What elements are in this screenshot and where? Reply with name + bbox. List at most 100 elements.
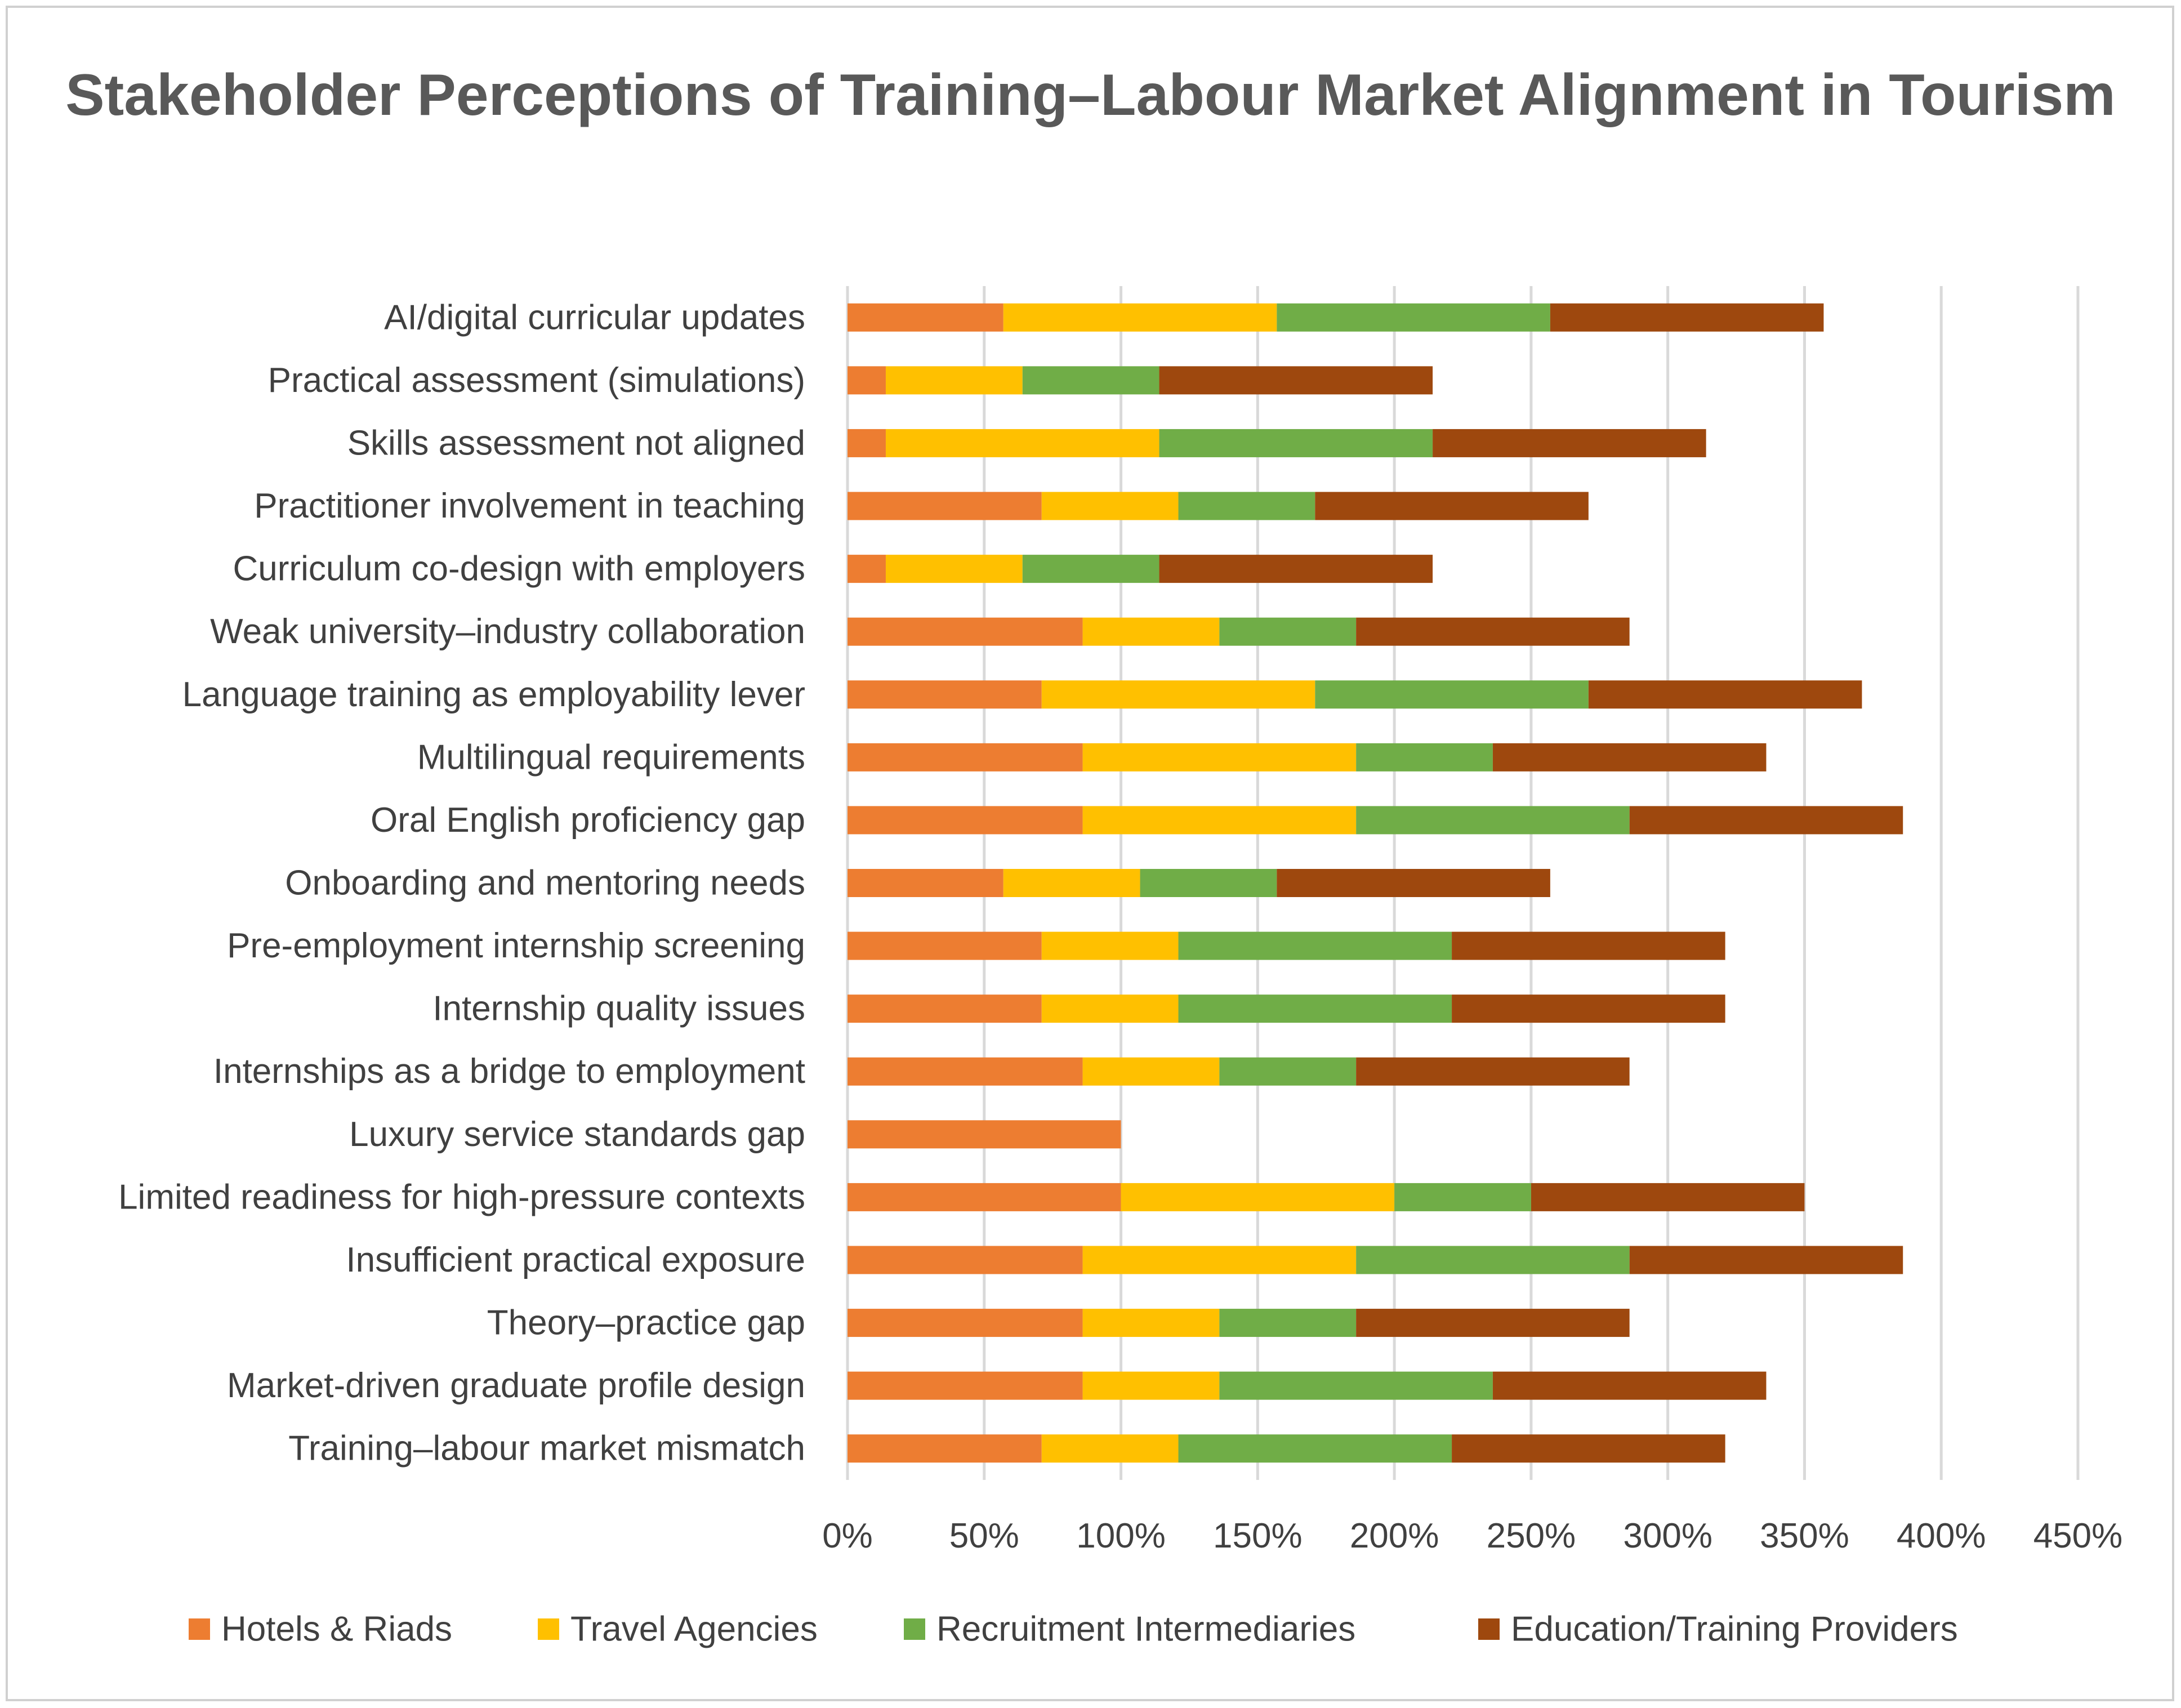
category-label: Oral English proficiency gap <box>371 801 805 840</box>
bar-segment-recruitment-intermediaries <box>1178 1434 1452 1463</box>
bar-segment-travel-agencies <box>1082 1371 1220 1400</box>
bar-segment-hotels-riads <box>848 680 1042 709</box>
bar-segment-hotels-riads <box>848 1120 1121 1149</box>
bar-segment-hotels-riads <box>848 617 1083 646</box>
bar-segment-education-training-providers <box>1356 1309 1630 1337</box>
legend-swatch-hotels-riads <box>189 1618 210 1640</box>
category-label: AI/digital curricular updates <box>384 298 805 337</box>
bar-segment-hotels-riads <box>848 1434 1042 1463</box>
bar-segment-travel-agencies <box>885 555 1023 583</box>
bar-segment-hotels-riads <box>848 492 1042 520</box>
x-tick-label: 0% <box>822 1517 873 1555</box>
bar-segment-hotels-riads <box>848 995 1042 1023</box>
bar-segment-travel-agencies <box>1082 617 1220 646</box>
x-tick-label: 400% <box>1897 1517 1986 1555</box>
bar-segment-travel-agencies <box>1082 743 1357 772</box>
category-label: Curriculum co-design with employers <box>233 550 805 588</box>
bar-segment-education-training-providers <box>1452 1434 1725 1463</box>
bar-segment-travel-agencies <box>1082 806 1357 835</box>
bar-segment-hotels-riads <box>848 555 886 583</box>
bar-segment-recruitment-intermediaries <box>1356 743 1493 772</box>
bar-segment-travel-agencies <box>1041 931 1179 960</box>
bar-segment-recruitment-intermediaries <box>1219 617 1357 646</box>
bar-segment-recruitment-intermediaries <box>1219 1057 1357 1086</box>
bar-segment-travel-agencies <box>885 366 1023 395</box>
bar-segment-education-training-providers <box>1159 555 1433 583</box>
bar-segment-travel-agencies <box>1003 303 1277 332</box>
x-tick-label: 150% <box>1213 1517 1303 1555</box>
x-tick-label: 450% <box>2033 1517 2123 1555</box>
bar-segment-travel-agencies <box>885 429 1159 457</box>
x-tick-label: 350% <box>1760 1517 1849 1555</box>
bar-segment-education-training-providers <box>1588 680 1862 709</box>
legend: Hotels & Riads Travel Agencies Recruitment… <box>189 1610 1958 1649</box>
bar-segment-hotels-riads <box>848 1309 1083 1337</box>
category-label: Pre-employment internship screening <box>227 926 805 965</box>
x-tick-label: 50% <box>949 1517 1019 1555</box>
bar-segment-recruitment-intermediaries <box>1315 680 1589 709</box>
category-label: Onboarding and mentoring needs <box>285 864 805 903</box>
bar-segment-travel-agencies <box>1082 1057 1220 1086</box>
bar-segment-hotels-riads <box>848 303 1003 332</box>
category-label: Insufficient practical exposure <box>346 1241 805 1279</box>
category-label: Internship quality issues <box>432 989 805 1028</box>
category-label: Internships as a bridge to employment <box>213 1052 805 1091</box>
legend-label: Education/Training Providers <box>1511 1610 1958 1649</box>
category-label: Skills assessment not aligned <box>347 423 805 462</box>
bar-segment-recruitment-intermediaries <box>1022 366 1159 395</box>
bar-segment-recruitment-intermediaries <box>1219 1309 1357 1337</box>
bar-segment-recruitment-intermediaries <box>1159 429 1433 457</box>
bar-segment-recruitment-intermediaries <box>1356 806 1630 835</box>
bar-segment-hotels-riads <box>848 1371 1083 1400</box>
bar-segment-hotels-riads <box>848 429 886 457</box>
bars <box>848 303 1903 1463</box>
category-label: Language training as employability lever <box>182 675 805 714</box>
x-tick-label: 100% <box>1076 1517 1166 1555</box>
category-label: Practical assessment (simulations) <box>268 361 805 400</box>
bar-segment-recruitment-intermediaries <box>1277 303 1550 332</box>
bar-segment-recruitment-intermediaries <box>1022 555 1159 583</box>
category-label: Weak university–industry collaboration <box>210 612 805 651</box>
x-axis-tick-labels: 0% 50% 100% 150% 200% 250% 300% 350% 400% 450% <box>822 1517 2122 1555</box>
category-label: Luxury service standards gap <box>349 1115 805 1154</box>
bar-segment-education-training-providers <box>1492 743 1767 772</box>
bar-segment-hotels-riads <box>848 869 1003 897</box>
bar-segment-recruitment-intermediaries <box>1178 931 1452 960</box>
chart-title: Stakeholder Perceptions of Training–Labo… <box>65 63 2116 128</box>
bar-segment-recruitment-intermediaries <box>1140 869 1277 897</box>
bar-segment-recruitment-intermediaries <box>1178 995 1452 1023</box>
x-tick-label: 200% <box>1350 1517 1439 1555</box>
category-label: Theory–practice gap <box>487 1304 805 1343</box>
bar-segment-recruitment-intermediaries <box>1394 1183 1531 1211</box>
bar-segment-hotels-riads <box>848 806 1083 835</box>
bar-segment-travel-agencies <box>1041 492 1179 520</box>
legend-swatch-travel-agencies <box>538 1618 559 1640</box>
category-label: Limited readiness for high-pressure cont… <box>118 1178 805 1216</box>
bar-segment-travel-agencies <box>1003 869 1140 897</box>
category-labels: AI/digital curricular updates Practical a… <box>118 298 805 1468</box>
x-tick-label: 250% <box>1487 1517 1576 1555</box>
bar-segment-education-training-providers <box>1315 492 1589 520</box>
bar-segment-travel-agencies <box>1082 1246 1357 1274</box>
bar-segment-travel-agencies <box>1121 1183 1395 1211</box>
legend-label: Hotels & Riads <box>221 1610 452 1649</box>
bar-segment-hotels-riads <box>848 931 1042 960</box>
bar-segment-education-training-providers <box>1356 1057 1630 1086</box>
bar-segment-hotels-riads <box>848 1246 1083 1274</box>
bar-segment-education-training-providers <box>1159 366 1433 395</box>
bar-segment-education-training-providers <box>1433 429 1706 457</box>
category-label: Market-driven graduate profile design <box>227 1366 805 1405</box>
bar-segment-travel-agencies <box>1041 680 1315 709</box>
bar-segment-education-training-providers <box>1452 931 1725 960</box>
bar-segment-travel-agencies <box>1041 995 1179 1023</box>
bar-segment-education-training-providers <box>1492 1371 1767 1400</box>
category-label: Practitioner involvement in teaching <box>254 487 805 525</box>
legend-label: Recruitment Intermediaries <box>936 1610 1355 1649</box>
bar-segment-hotels-riads <box>848 743 1083 772</box>
bar-segment-education-training-providers <box>1277 869 1550 897</box>
bar-segment-travel-agencies <box>1041 1434 1179 1463</box>
legend-label: Travel Agencies <box>570 1610 818 1649</box>
bar-segment-education-training-providers <box>1550 303 1824 332</box>
bar-segment-education-training-providers <box>1629 1246 1903 1274</box>
chart-frame <box>6 6 2174 1701</box>
